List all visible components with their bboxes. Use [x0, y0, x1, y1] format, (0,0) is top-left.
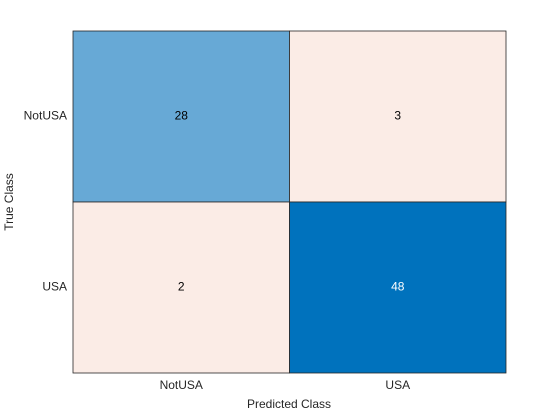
cell-label: 2	[178, 280, 185, 294]
cell	[289, 30, 507, 203]
y-tick-label: USA	[42, 280, 67, 294]
x-tick-label: NotUSA	[160, 378, 203, 392]
cell	[289, 201, 507, 374]
cell-label: 28	[175, 109, 189, 123]
x-tick-label: USA	[385, 378, 410, 392]
x-axis-label: Predicted Class	[247, 397, 331, 411]
cell	[72, 30, 290, 203]
y-axis-label: True Class	[2, 173, 16, 231]
cell-label: 3	[394, 109, 401, 123]
y-tick-label: NotUSA	[24, 109, 67, 123]
cell	[72, 201, 290, 374]
cell-label: 48	[391, 280, 405, 294]
